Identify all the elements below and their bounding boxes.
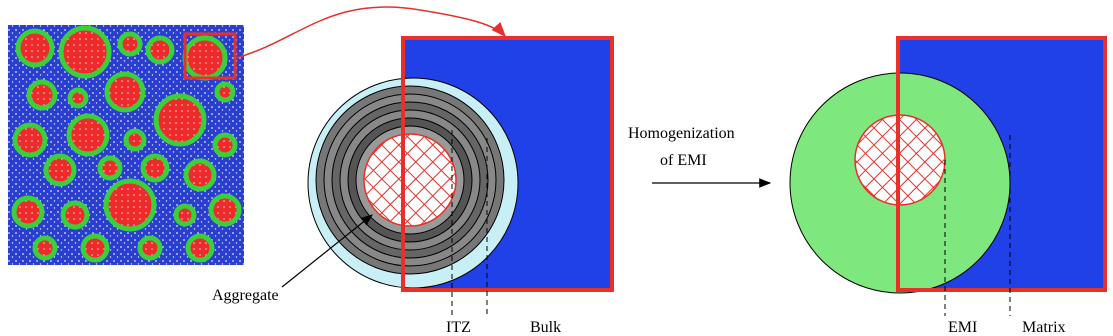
aggregate-label: Aggregate bbox=[212, 287, 279, 304]
homogenization-label: Homogenization bbox=[628, 125, 735, 142]
emi-label: EMI bbox=[948, 319, 977, 336]
emi-model bbox=[789, 36, 1107, 316]
matrix-label: Matrix bbox=[1022, 319, 1066, 336]
microstructure bbox=[8, 6, 507, 265]
bulk-label: Bulk bbox=[530, 319, 561, 336]
itz-label: ITZ bbox=[446, 319, 471, 336]
itz-model bbox=[281, 36, 614, 316]
homogenization-label: of EMI bbox=[660, 152, 707, 169]
